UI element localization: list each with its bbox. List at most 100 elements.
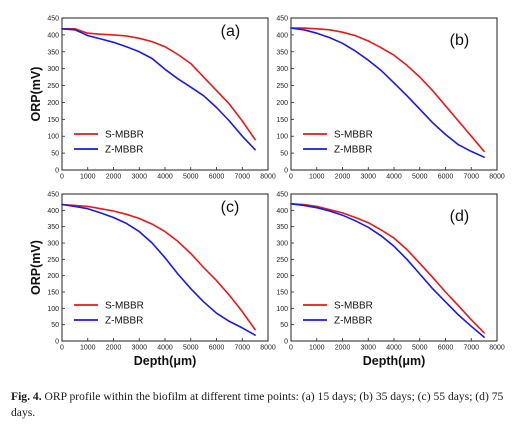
x-tick-label: 6000 [209, 345, 225, 352]
y-tick-label: 250 [47, 257, 59, 264]
series-line-z-mbbr [290, 203, 485, 338]
y-tick-label: 250 [47, 83, 59, 90]
y-tick-label: 100 [276, 306, 288, 313]
y-tick-label: 150 [47, 290, 59, 297]
y-tick-label: 50 [51, 322, 59, 329]
x-tick-label: 3000 [360, 345, 376, 352]
legend-label: S-MBBR [105, 130, 144, 141]
x-tick-label: 4000 [157, 345, 173, 352]
y-tick-label: 450 [276, 16, 288, 23]
series-line-s-mbbr [61, 203, 256, 331]
x-tick-label: 0 [289, 345, 293, 352]
y-tick-label: 100 [47, 306, 59, 313]
x-tick-label: 7000 [463, 174, 479, 181]
y-tick-label: 100 [47, 134, 59, 141]
y-tick-label: 400 [47, 32, 59, 39]
y-tick-label: 200 [276, 273, 288, 280]
x-tick-label: 2000 [335, 345, 351, 352]
x-tick-label: 4000 [386, 174, 402, 181]
x-tick-label: 1000 [80, 345, 96, 352]
legend-label: Z-MBBR [105, 145, 143, 156]
x-tick-label: 8000 [260, 345, 276, 352]
x-axis-title: Depth(μm) [134, 354, 197, 368]
x-tick-label: 2000 [335, 174, 351, 181]
panel-d: 0 50 100 150 200 250 300 350 400 450 0 1000 2000 3000… [276, 192, 505, 369]
x-tick-label: 2000 [106, 174, 122, 181]
plot-frame [61, 193, 269, 342]
x-tick-label: 7000 [463, 345, 479, 352]
legend-label: Z-MBBR [334, 145, 372, 156]
y-tick-label: 50 [280, 151, 288, 158]
y-tick-label: 400 [47, 208, 59, 215]
y-tick-label: 350 [47, 224, 59, 231]
x-tick-label: 5000 [412, 345, 428, 352]
y-tick-label: 100 [276, 134, 288, 141]
x-axis-title: Depth(μm) [363, 354, 426, 368]
y-tick-label: 200 [276, 100, 288, 107]
legend-label: S-MBBR [105, 301, 144, 312]
x-tick-label: 0 [60, 345, 64, 352]
caption-text: ORP profile within the biofilm at differ… [11, 390, 504, 419]
x-tick-label: 0 [60, 174, 64, 181]
y-tick-label: 150 [276, 117, 288, 124]
y-tick-label: 0 [55, 168, 59, 175]
y-tick-label: 150 [276, 290, 288, 297]
panel-c: 0 50 100 150 200 250 300 350 400 450 0 1000 2000 3000… [29, 192, 276, 369]
x-tick-label: 8000 [489, 174, 505, 181]
y-tick-label: 200 [47, 273, 59, 280]
y-tick-label: 0 [55, 339, 59, 346]
x-tick-label: 4000 [157, 174, 173, 181]
x-tick-label: 7000 [234, 174, 250, 181]
x-tick-label: 3000 [131, 345, 147, 352]
y-tick-label: 250 [276, 83, 288, 90]
x-tick-label: 3000 [360, 174, 376, 181]
y-tick-label: 400 [276, 32, 288, 39]
y-tick-label: 450 [276, 192, 288, 199]
y-tick-label: 250 [276, 257, 288, 264]
x-tick-label: 1000 [80, 174, 96, 181]
series-line-s-mbbr [61, 28, 256, 141]
y-tick-label: 0 [284, 339, 288, 346]
y-tick-label: 350 [276, 49, 288, 56]
x-tick-label: 7000 [234, 345, 250, 352]
legend-label: S-MBBR [334, 130, 373, 141]
panel-a: 0 50 100 150 200 250 300 350 400 450 0 1000 2000 3000… [29, 16, 276, 181]
y-tick-label: 150 [47, 117, 59, 124]
panel-label: (d) [450, 208, 470, 225]
y-tick-label: 50 [280, 322, 288, 329]
y-tick-label: 300 [47, 66, 59, 73]
x-tick-label: 1000 [309, 345, 325, 352]
x-tick-label: 5000 [183, 174, 199, 181]
y-tick-label: 350 [47, 49, 59, 56]
series-line-z-mbbr [61, 203, 256, 336]
x-tick-label: 6000 [438, 174, 454, 181]
series-line-z-mbbr [290, 27, 485, 158]
series-line-z-mbbr [61, 28, 256, 151]
y-tick-label: 50 [51, 151, 59, 158]
plot-frame [61, 17, 269, 171]
panel-label: (a) [221, 23, 241, 40]
x-tick-label: 6000 [209, 174, 225, 181]
y-tick-label: 350 [276, 224, 288, 231]
x-tick-label: 0 [289, 174, 293, 181]
series-line-s-mbbr [290, 27, 485, 153]
x-tick-label: 4000 [386, 345, 402, 352]
y-tick-label: 200 [47, 100, 59, 107]
panel-b: 0 50 100 150 200 250 300 350 400 450 0 1000 2000 3000… [276, 16, 505, 181]
caption-label: Fig. 4. [11, 390, 42, 403]
series-line-s-mbbr [290, 203, 485, 334]
y-tick-label: 300 [276, 66, 288, 73]
x-tick-label: 5000 [183, 345, 199, 352]
y-tick-label: 300 [47, 241, 59, 248]
x-tick-label: 1000 [309, 174, 325, 181]
y-axis-title: ORP(mV) [29, 67, 43, 122]
panel-label: (b) [450, 32, 470, 49]
y-tick-label: 450 [47, 16, 59, 23]
panel-label: (c) [221, 199, 240, 216]
y-tick-label: 400 [276, 208, 288, 215]
x-tick-label: 8000 [489, 345, 505, 352]
x-tick-label: 8000 [260, 174, 276, 181]
y-tick-label: 300 [276, 241, 288, 248]
y-tick-label: 0 [284, 168, 288, 175]
